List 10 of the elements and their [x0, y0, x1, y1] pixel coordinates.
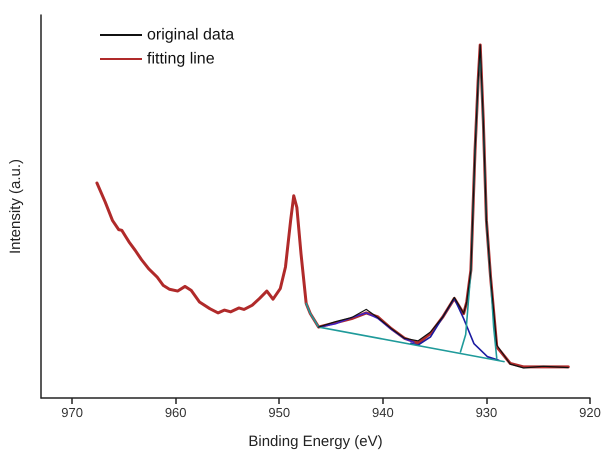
x-tick-label: 950	[268, 405, 290, 420]
legend-label: original data	[147, 26, 234, 44]
y-axis-title: Intensity (a.u.)	[7, 158, 24, 254]
x-tick-label: 920	[579, 405, 601, 420]
x-axis-title: Binding Energy (eV)	[248, 433, 383, 450]
x-tick-label: 960	[164, 405, 187, 420]
legend-label: fitting line	[147, 50, 215, 68]
x-tick-label: 930	[476, 405, 498, 420]
x-tick-label: 940	[372, 405, 394, 420]
x-tick-label: 970	[61, 405, 83, 420]
